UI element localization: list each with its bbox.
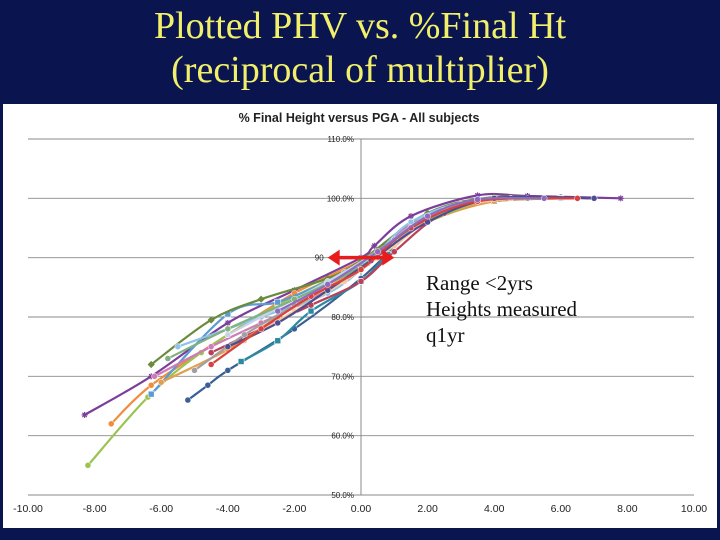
series-0-point-9 <box>617 195 624 202</box>
slide-title: Plotted PHV vs. %Final Ht (reciprocal of… <box>0 4 720 92</box>
series-15-point-6 <box>590 195 598 202</box>
x-tick-label-2: -6.00 <box>149 503 173 515</box>
series-15-point-0 <box>224 343 232 350</box>
y-tick-label-0: 50.0% <box>331 491 354 500</box>
range-arrow-head-right <box>382 249 395 266</box>
series-17-point-0 <box>274 307 281 315</box>
series-7-point-0 <box>207 349 215 356</box>
series-3-point-0 <box>184 396 192 404</box>
annotation-layer <box>327 249 395 266</box>
x-tick-label-9: 8.00 <box>617 503 638 515</box>
series-12-point-0 <box>224 331 232 339</box>
chart-panel: % Final Height versus PGA - All subjects… <box>3 104 717 528</box>
series-0-point-5 <box>371 242 378 249</box>
series-4-point-0 <box>237 358 245 365</box>
y-tick-label-1: 60.0% <box>331 432 354 441</box>
annotation-line-3: q1yr <box>426 323 465 347</box>
series-6-point-2 <box>257 295 265 303</box>
series-10-point-0 <box>157 379 165 386</box>
series-17-point-3 <box>424 212 431 220</box>
series-8-point-1 <box>207 343 215 350</box>
series-11-point-0 <box>191 367 198 374</box>
series-16-point-0 <box>207 361 215 368</box>
series-7-point-3 <box>357 278 365 285</box>
series-14-point-0 <box>164 355 172 362</box>
series-4-point-1 <box>274 337 282 345</box>
x-tick-label-5: 0.00 <box>351 503 372 515</box>
y-tick-label-3: 80.0% <box>331 313 354 322</box>
slide-footer-bar <box>0 528 720 540</box>
x-tick-label-4: -2.00 <box>282 503 306 515</box>
series-16-point-1 <box>257 325 265 333</box>
series-1-point-0 <box>108 420 115 428</box>
y-tick-label-4: 90 <box>315 254 324 263</box>
series-14-point-1 <box>224 325 232 333</box>
series-0-line <box>84 192 621 416</box>
x-tick-label-10: 10.00 <box>681 503 707 515</box>
series-6-point-0 <box>147 360 155 369</box>
range-arrow <box>327 249 395 266</box>
series-17-point-5 <box>540 195 548 202</box>
x-tick-label-7: 4.00 <box>484 503 505 515</box>
series-5-point-2 <box>274 298 282 306</box>
annotation-line-2: Heights measured <box>426 297 578 321</box>
series-8-point-0 <box>151 373 158 380</box>
slide-title-line-2: (reciprocal of multiplier) <box>171 49 549 91</box>
series-15-point-1 <box>274 319 281 327</box>
series-17 <box>274 195 548 315</box>
series-11-point-1 <box>241 331 248 339</box>
series-17-point-4 <box>474 196 481 203</box>
series-layer <box>81 192 624 469</box>
series-9-point-0 <box>174 343 182 350</box>
series-4-point-2 <box>307 307 315 315</box>
series-3-point-1 <box>204 381 212 389</box>
series-17-line <box>277 196 545 313</box>
x-tick-label-1: -8.00 <box>83 503 107 515</box>
chart-svg: % Final Height versus PGA - All subjects… <box>13 111 707 515</box>
range-arrow-head-left <box>327 249 340 266</box>
range-annotation: Range <2yrs Heights measured q1yr <box>426 270 577 348</box>
annotation-line-1: Range <2yrs <box>426 271 533 295</box>
series-6-point-1 <box>207 316 215 324</box>
series-2-point-0 <box>84 462 92 469</box>
series-7-point-4 <box>391 248 398 255</box>
x-tick-label-3: -4.00 <box>216 503 240 515</box>
y-tick-label-6: 110.0% <box>327 135 354 144</box>
series-0-point-2 <box>224 319 231 326</box>
series-0-point-6 <box>407 213 414 220</box>
series-17-point-2 <box>374 248 381 255</box>
slide-title-line-1: Plotted PHV vs. %Final Ht <box>153 5 567 47</box>
series-3-point-2 <box>224 367 232 374</box>
x-tick-label-8: 6.00 <box>551 503 572 515</box>
y-tick-label-5: 100.0% <box>327 194 354 203</box>
series-17-point-1 <box>324 281 331 288</box>
chart-title: % Final Height versus PGA - All subjects <box>239 111 480 125</box>
series-16-point-3 <box>357 266 365 273</box>
axes-layer: -10.00 -8.00 -6.00 -4.00 -2.00 0.00 2.00 4.00 6.… <box>13 135 707 515</box>
series-0 <box>81 192 624 418</box>
x-tick-label-6: 2.00 <box>417 503 438 515</box>
series-0-point-0 <box>81 411 88 418</box>
y-tick-label-2: 70.0% <box>331 372 354 381</box>
x-tick-label-0: -10.00 <box>13 503 43 515</box>
series-5-point-0 <box>147 390 155 398</box>
series-16-point-6 <box>574 195 581 202</box>
series-1-point-1 <box>147 381 155 389</box>
